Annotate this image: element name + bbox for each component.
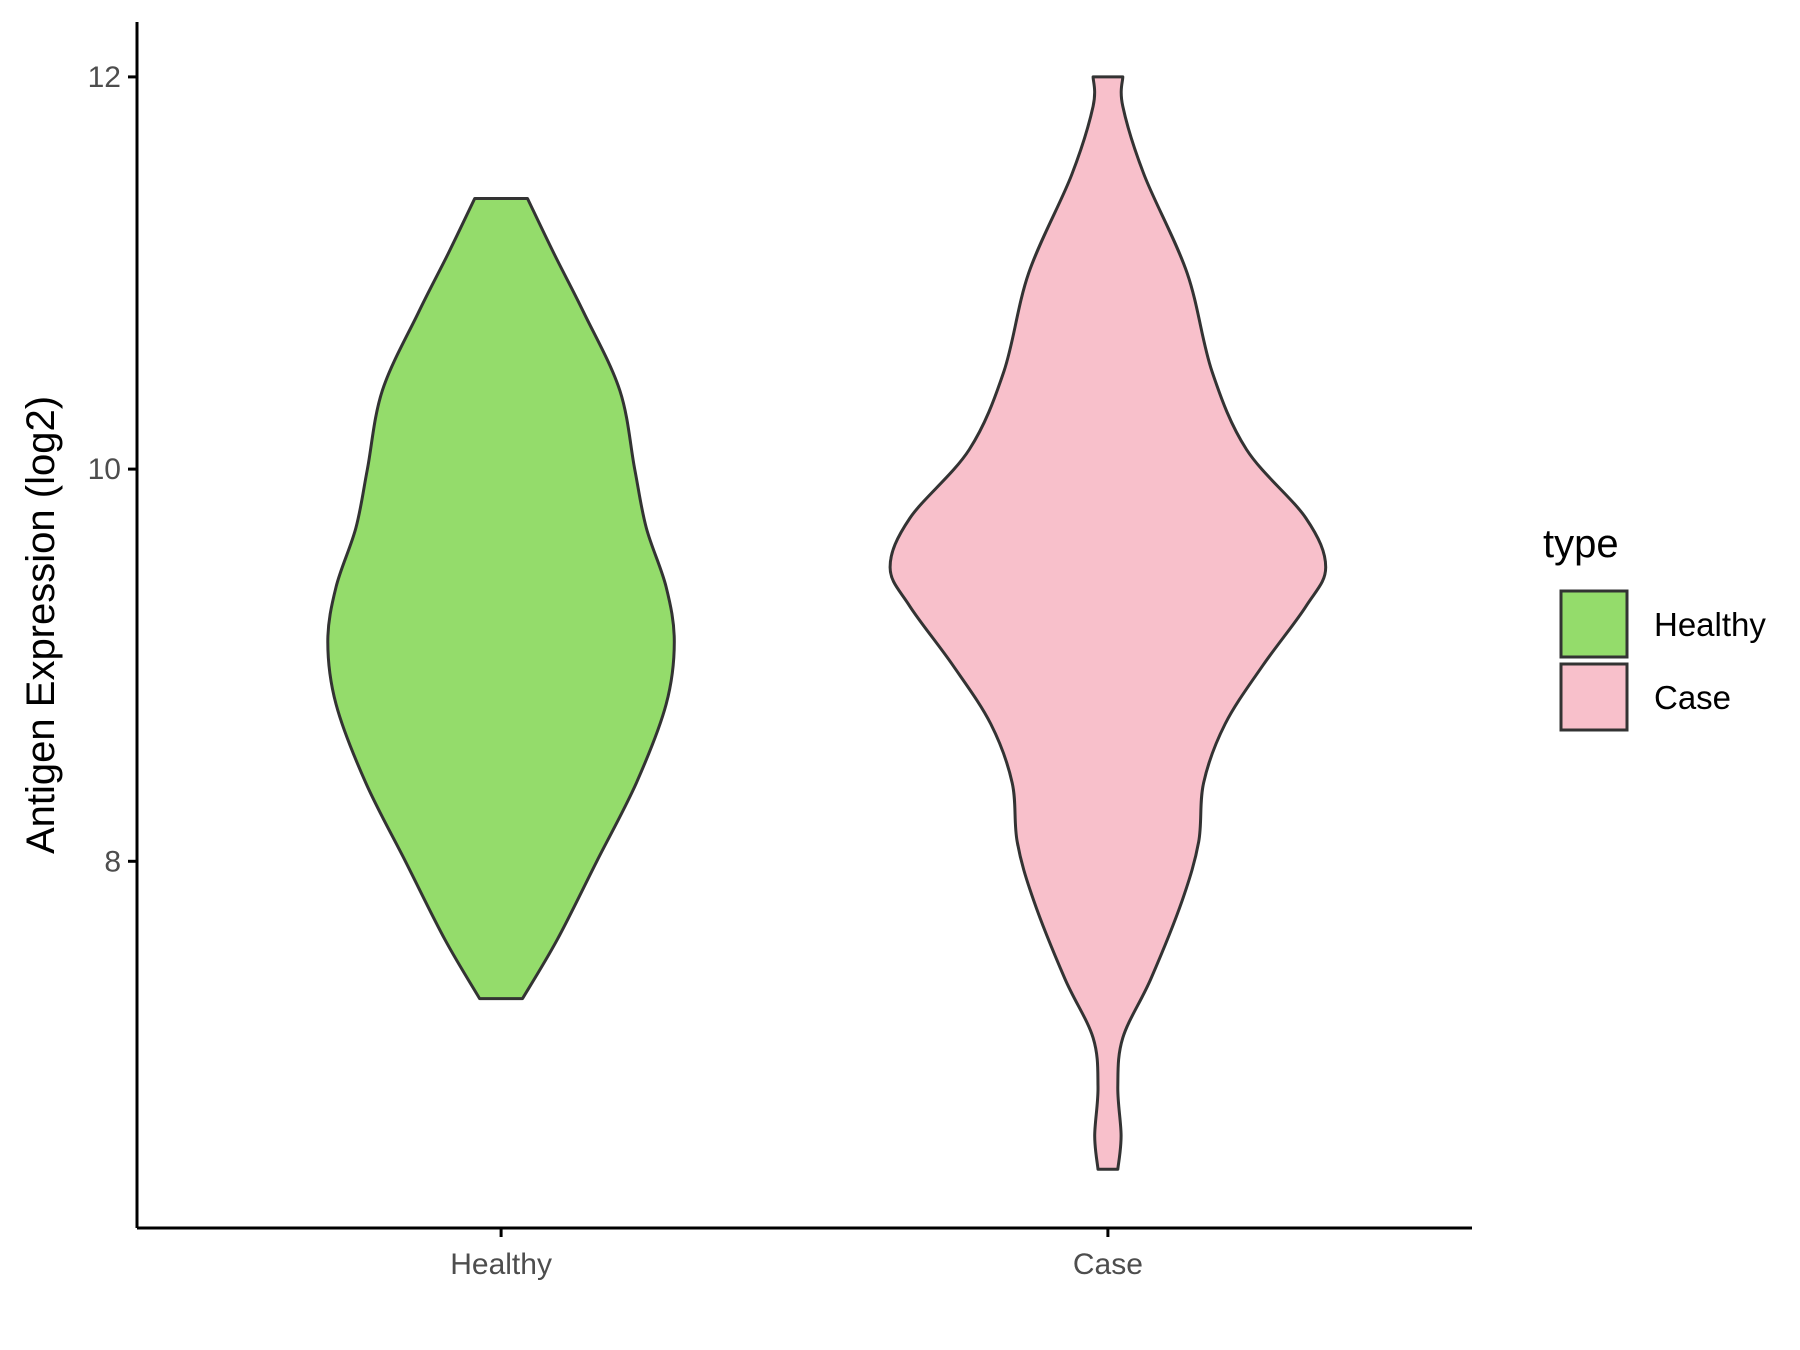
legend-title: type: [1543, 522, 1619, 566]
y-tick-label: 12: [88, 61, 121, 94]
y-axis-title: Antigen Expression (log2): [19, 396, 63, 854]
x-tick-label: Case: [1073, 1248, 1143, 1281]
violin-case: [888, 75, 1328, 1171]
y-tick-label: 8: [104, 845, 121, 878]
legend: type Healthy Case: [1543, 522, 1766, 732]
legend-swatch-healthy: [1559, 589, 1629, 659]
violin-healthy: [326, 197, 676, 1001]
legend-label-healthy: Healthy: [1654, 606, 1766, 643]
y-ticks: 8 10 12: [88, 61, 137, 878]
x-ticks: Healthy Case: [450, 1228, 1143, 1281]
legend-swatch-case: [1559, 662, 1629, 732]
violin-layer: [326, 75, 1328, 1171]
legend-label-case: Case: [1654, 679, 1731, 716]
y-tick-label: 10: [88, 453, 121, 486]
x-tick-label: Healthy: [450, 1248, 552, 1281]
